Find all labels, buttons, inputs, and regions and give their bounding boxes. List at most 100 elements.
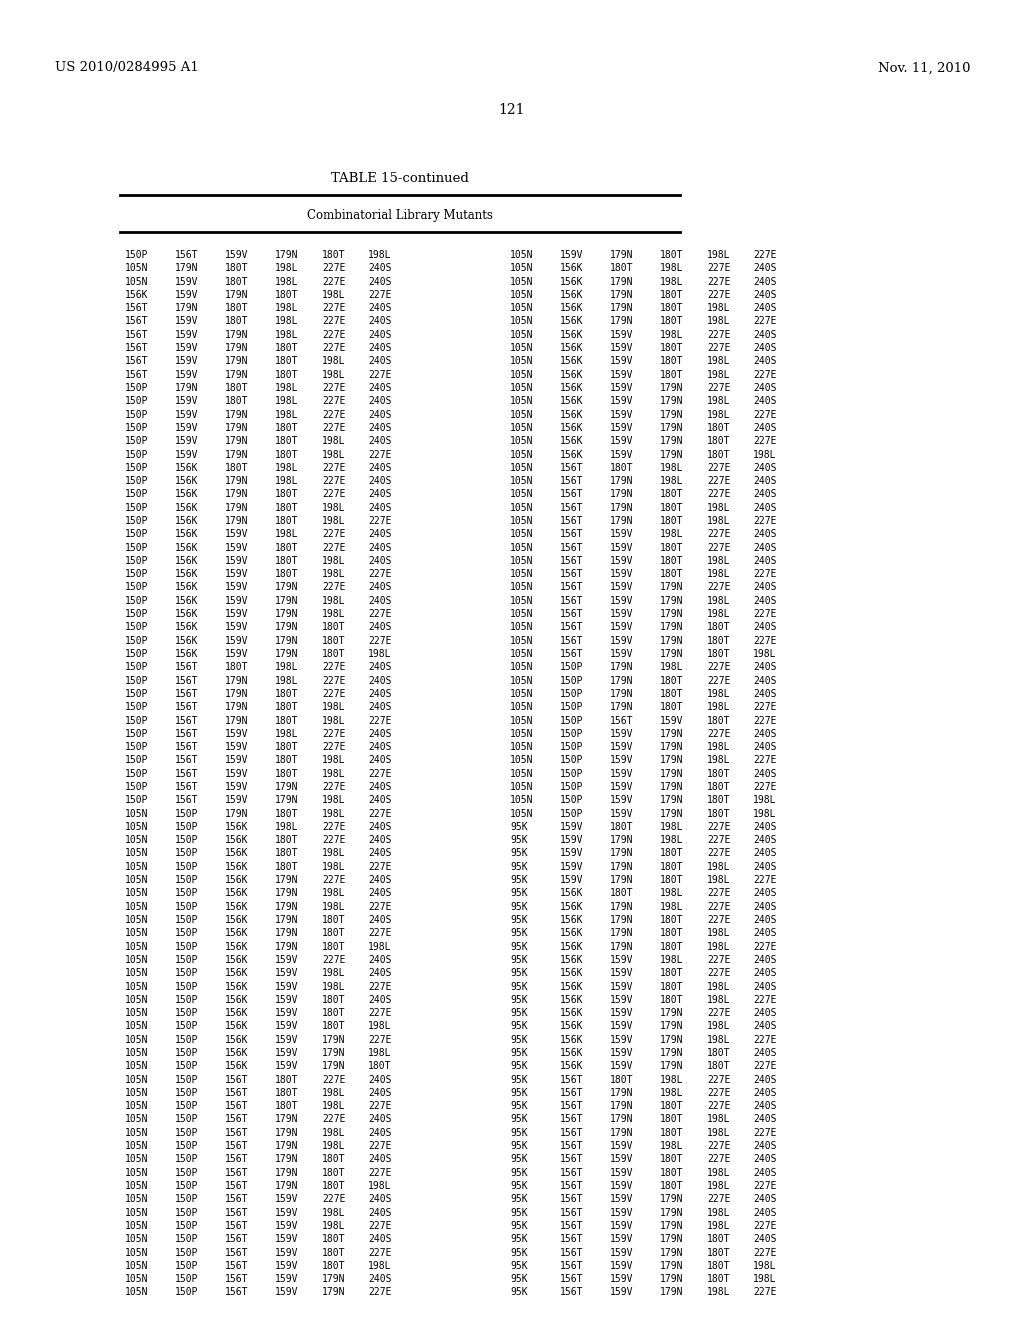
Text: 227E: 227E bbox=[368, 609, 391, 619]
Text: 179N: 179N bbox=[610, 516, 634, 525]
Text: 198L: 198L bbox=[660, 1140, 683, 1151]
Text: 180T: 180T bbox=[610, 463, 634, 473]
Text: 150P: 150P bbox=[175, 968, 199, 978]
Text: 198L: 198L bbox=[660, 902, 683, 912]
Text: 150P: 150P bbox=[175, 995, 199, 1005]
Text: 240S: 240S bbox=[753, 356, 776, 367]
Text: 159V: 159V bbox=[610, 450, 634, 459]
Text: 105N: 105N bbox=[125, 1061, 148, 1072]
Text: 227E: 227E bbox=[322, 343, 345, 354]
Text: 159V: 159V bbox=[610, 1195, 634, 1204]
Text: 180T: 180T bbox=[707, 422, 730, 433]
Text: 240S: 240S bbox=[368, 1234, 391, 1245]
Text: 150P: 150P bbox=[125, 676, 148, 685]
Text: 95K: 95K bbox=[510, 902, 527, 912]
Text: 240S: 240S bbox=[753, 1168, 776, 1177]
Text: 105N: 105N bbox=[125, 1234, 148, 1245]
Text: 240S: 240S bbox=[753, 1155, 776, 1164]
Text: 156K: 156K bbox=[225, 849, 249, 858]
Text: 156T: 156T bbox=[560, 543, 584, 553]
Text: 150P: 150P bbox=[125, 543, 148, 553]
Text: 156T: 156T bbox=[560, 1101, 584, 1111]
Text: 159V: 159V bbox=[610, 330, 634, 339]
Text: 150P: 150P bbox=[175, 928, 199, 939]
Text: 95K: 95K bbox=[510, 1061, 527, 1072]
Text: 95K: 95K bbox=[510, 888, 527, 899]
Text: 180T: 180T bbox=[275, 543, 299, 553]
Text: 179N: 179N bbox=[660, 582, 683, 593]
Text: 198L: 198L bbox=[368, 1181, 391, 1191]
Text: 227E: 227E bbox=[368, 1035, 391, 1044]
Text: 180T: 180T bbox=[225, 304, 249, 313]
Text: 180T: 180T bbox=[322, 928, 345, 939]
Text: 227E: 227E bbox=[707, 343, 730, 354]
Text: 159V: 159V bbox=[610, 582, 634, 593]
Text: 198L: 198L bbox=[707, 1114, 730, 1125]
Text: 156T: 156T bbox=[225, 1140, 249, 1151]
Text: 198L: 198L bbox=[707, 1287, 730, 1298]
Text: 179N: 179N bbox=[322, 1035, 345, 1044]
Text: 95K: 95K bbox=[510, 1287, 527, 1298]
Text: 227E: 227E bbox=[753, 1127, 776, 1138]
Text: 180T: 180T bbox=[225, 383, 249, 393]
Text: 180T: 180T bbox=[707, 768, 730, 779]
Text: 198L: 198L bbox=[322, 450, 345, 459]
Text: 156T: 156T bbox=[560, 1274, 584, 1284]
Text: 198L: 198L bbox=[322, 595, 345, 606]
Text: 150P: 150P bbox=[125, 729, 148, 739]
Text: 179N: 179N bbox=[610, 862, 634, 871]
Text: 240S: 240S bbox=[753, 968, 776, 978]
Text: 150P: 150P bbox=[125, 768, 148, 779]
Text: 240S: 240S bbox=[753, 689, 776, 698]
Text: 159V: 159V bbox=[225, 595, 249, 606]
Text: 227E: 227E bbox=[322, 781, 345, 792]
Text: 198L: 198L bbox=[707, 982, 730, 991]
Text: 198L: 198L bbox=[753, 450, 776, 459]
Text: 227E: 227E bbox=[368, 370, 391, 380]
Text: 227E: 227E bbox=[753, 995, 776, 1005]
Text: 156T: 156T bbox=[560, 1114, 584, 1125]
Text: 105N: 105N bbox=[125, 1048, 148, 1059]
Text: 179N: 179N bbox=[225, 516, 249, 525]
Text: 240S: 240S bbox=[753, 595, 776, 606]
Text: 105N: 105N bbox=[125, 263, 148, 273]
Text: 95K: 95K bbox=[510, 1140, 527, 1151]
Text: 159V: 159V bbox=[560, 249, 584, 260]
Text: 198L: 198L bbox=[275, 463, 299, 473]
Text: 227E: 227E bbox=[753, 1287, 776, 1298]
Text: 227E: 227E bbox=[368, 1008, 391, 1018]
Text: 156T: 156T bbox=[225, 1247, 249, 1258]
Text: 179N: 179N bbox=[275, 795, 299, 805]
Text: 156K: 156K bbox=[175, 463, 199, 473]
Text: 179N: 179N bbox=[225, 715, 249, 726]
Text: 156K: 156K bbox=[175, 623, 199, 632]
Text: 156K: 156K bbox=[175, 503, 199, 512]
Text: 156K: 156K bbox=[560, 330, 584, 339]
Text: 156T: 156T bbox=[560, 463, 584, 473]
Text: 159V: 159V bbox=[610, 649, 634, 659]
Text: 179N: 179N bbox=[275, 888, 299, 899]
Text: 156T: 156T bbox=[560, 636, 584, 645]
Text: 95K: 95K bbox=[510, 982, 527, 991]
Text: 159V: 159V bbox=[175, 396, 199, 407]
Text: 179N: 179N bbox=[275, 249, 299, 260]
Text: 156T: 156T bbox=[125, 330, 148, 339]
Text: 179N: 179N bbox=[275, 1140, 299, 1151]
Text: 198L: 198L bbox=[322, 862, 345, 871]
Text: 240S: 240S bbox=[753, 1195, 776, 1204]
Text: 105N: 105N bbox=[125, 1127, 148, 1138]
Text: 198L: 198L bbox=[707, 742, 730, 752]
Text: 240S: 240S bbox=[753, 862, 776, 871]
Text: 180T: 180T bbox=[660, 928, 683, 939]
Text: 95K: 95K bbox=[510, 954, 527, 965]
Text: 179N: 179N bbox=[610, 875, 634, 886]
Text: 156T: 156T bbox=[225, 1208, 249, 1217]
Text: 179N: 179N bbox=[610, 490, 634, 499]
Text: 179N: 179N bbox=[660, 768, 683, 779]
Text: 179N: 179N bbox=[610, 249, 634, 260]
Text: 156K: 156K bbox=[560, 450, 584, 459]
Text: 159V: 159V bbox=[275, 1061, 299, 1072]
Text: 159V: 159V bbox=[610, 742, 634, 752]
Text: 198L: 198L bbox=[707, 569, 730, 579]
Text: 159V: 159V bbox=[610, 1008, 634, 1018]
